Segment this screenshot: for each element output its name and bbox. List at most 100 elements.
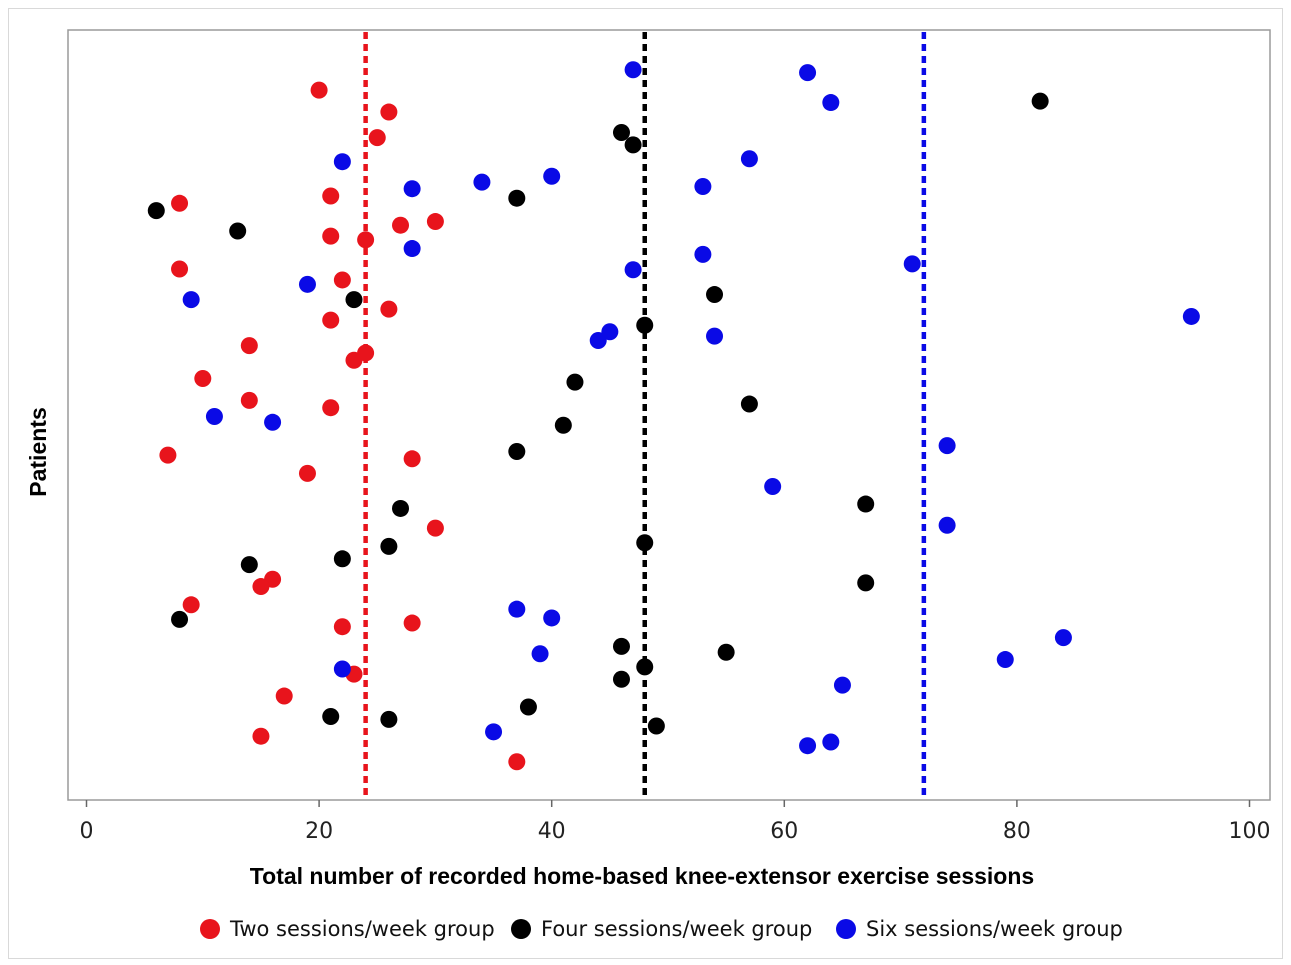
point-series-2-21 xyxy=(938,437,956,455)
x-tick-label-2: 40 xyxy=(538,819,566,844)
point-series-0-22 xyxy=(426,519,444,537)
point-series-0-26 xyxy=(403,614,421,632)
point-series-1-23 xyxy=(636,658,654,676)
point-series-0-0 xyxy=(310,81,328,99)
point-series-2-7 xyxy=(694,178,712,196)
point-series-0-13 xyxy=(240,337,258,355)
x-tick-label-1: 20 xyxy=(305,819,333,844)
point-series-2-16 xyxy=(601,323,619,341)
chart-frame xyxy=(8,8,1283,959)
point-series-0-25 xyxy=(182,596,200,614)
point-series-0-16 xyxy=(194,370,212,387)
point-series-2-1 xyxy=(799,64,817,82)
point-series-2-15 xyxy=(1182,307,1200,325)
point-series-1-11 xyxy=(554,416,572,434)
point-series-1-6 xyxy=(345,291,363,309)
point-series-2-23 xyxy=(938,516,956,534)
legend-marker-2 xyxy=(836,919,856,939)
point-series-1-4 xyxy=(147,202,165,220)
point-series-2-26 xyxy=(1054,629,1072,647)
legend-label-1: Four sessions/week group xyxy=(541,917,812,941)
point-series-0-31 xyxy=(508,753,526,771)
point-series-2-0 xyxy=(624,61,642,79)
point-series-2-18 xyxy=(706,327,724,345)
point-series-0-5 xyxy=(426,213,444,231)
point-series-0-11 xyxy=(380,300,398,318)
point-series-1-5 xyxy=(229,222,247,240)
point-series-1-12 xyxy=(508,443,526,460)
point-series-1-21 xyxy=(612,637,630,655)
point-series-1-1 xyxy=(612,123,630,141)
x-tick-label-0: 0 xyxy=(80,819,94,844)
plot-area xyxy=(67,29,1271,801)
point-series-0-7 xyxy=(322,227,340,245)
point-series-0-3 xyxy=(322,187,340,205)
point-series-2-32 xyxy=(822,733,840,751)
point-series-1-27 xyxy=(380,710,398,728)
x-tick-label-4: 80 xyxy=(1003,819,1031,844)
point-series-2-12 xyxy=(624,261,642,279)
point-series-1-25 xyxy=(519,698,537,716)
point-series-1-19 xyxy=(857,574,875,592)
point-series-1-8 xyxy=(636,316,654,334)
point-series-1-10 xyxy=(740,395,758,413)
legend-label-0: Two sessions/week group xyxy=(229,917,495,941)
point-series-0-8 xyxy=(357,231,375,249)
point-series-2-8 xyxy=(403,180,421,198)
point-series-0-12 xyxy=(322,311,340,329)
point-series-1-20 xyxy=(171,610,189,628)
point-series-1-7 xyxy=(706,286,724,304)
legend-marker-0 xyxy=(200,919,220,939)
point-series-1-18 xyxy=(240,556,258,574)
point-series-2-25 xyxy=(543,609,561,627)
point-series-0-6 xyxy=(392,216,410,234)
x-axis-title: Total number of recorded home-based knee… xyxy=(250,863,1034,889)
point-series-2-28 xyxy=(996,651,1014,669)
point-series-0-15 xyxy=(345,351,363,369)
point-series-0-18 xyxy=(322,399,340,417)
point-series-2-31 xyxy=(485,723,503,741)
point-series-0-29 xyxy=(275,687,293,705)
y-axis-title: Patients xyxy=(25,407,51,496)
point-series-0-17 xyxy=(240,391,258,409)
legend: Two sessions/week group Four sessions/wee… xyxy=(200,917,1123,941)
point-series-0-27 xyxy=(333,618,351,636)
point-series-1-22 xyxy=(717,643,735,661)
point-series-2-29 xyxy=(333,660,351,678)
point-series-2-33 xyxy=(799,737,817,755)
point-series-0-21 xyxy=(298,464,316,482)
data-points xyxy=(147,61,1200,771)
x-tick-label-3: 60 xyxy=(770,819,798,844)
x-tick-label-5: 100 xyxy=(1229,819,1271,844)
point-series-2-2 xyxy=(822,94,840,112)
point-series-1-28 xyxy=(647,717,665,735)
point-series-2-3 xyxy=(333,153,351,171)
point-series-1-26 xyxy=(322,707,340,725)
point-series-0-9 xyxy=(171,260,189,278)
point-series-1-3 xyxy=(508,189,526,207)
point-series-0-24 xyxy=(252,578,270,596)
point-series-2-4 xyxy=(740,150,758,168)
point-series-1-2 xyxy=(624,136,642,154)
point-series-2-14 xyxy=(182,291,200,309)
point-series-2-9 xyxy=(403,240,421,258)
legend-label-2: Six sessions/week group xyxy=(866,917,1123,941)
point-series-0-2 xyxy=(368,129,386,147)
point-series-0-19 xyxy=(159,446,177,464)
point-series-0-1 xyxy=(380,103,398,121)
point-series-0-4 xyxy=(171,194,189,212)
point-series-2-6 xyxy=(473,173,491,191)
point-series-1-15 xyxy=(636,534,654,552)
point-series-2-19 xyxy=(205,407,223,425)
point-series-2-22 xyxy=(764,478,782,496)
point-series-2-20 xyxy=(264,413,282,431)
point-series-2-17 xyxy=(589,332,607,350)
legend-marker-1 xyxy=(511,919,531,939)
point-series-2-11 xyxy=(903,255,921,273)
point-series-2-5 xyxy=(543,167,561,185)
point-series-2-13 xyxy=(298,275,316,293)
point-series-2-30 xyxy=(833,676,851,694)
point-series-1-0 xyxy=(1031,92,1049,110)
point-series-2-10 xyxy=(694,245,712,263)
